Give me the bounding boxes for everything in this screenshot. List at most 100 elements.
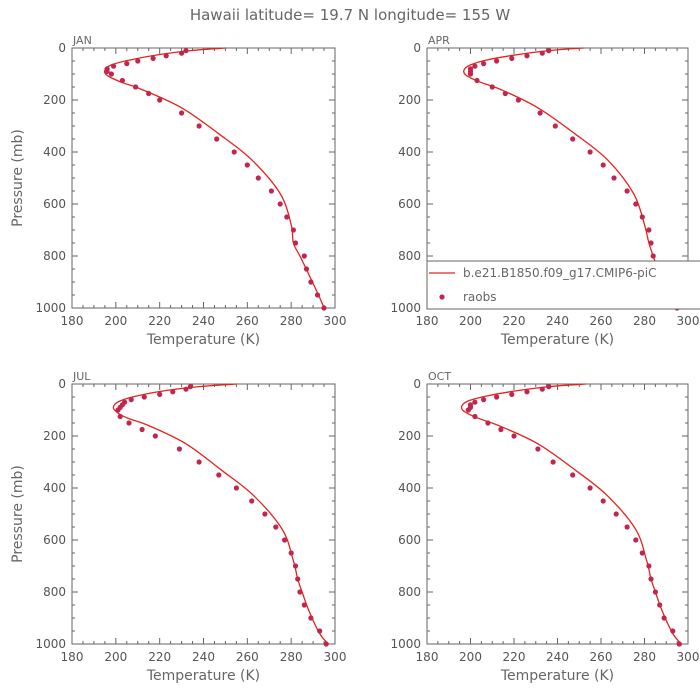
obs-point xyxy=(255,175,261,181)
obs-point xyxy=(179,50,185,56)
obs-point xyxy=(128,397,134,403)
obs-point xyxy=(308,279,314,285)
y-tick-label: 200 xyxy=(43,429,66,443)
x-tick-label: 180 xyxy=(61,650,84,664)
x-tick-label: 200 xyxy=(104,314,127,328)
figure-title: Hawaii latitude= 19.7 N longitude= 155 W xyxy=(190,6,510,24)
x-tick-label: 300 xyxy=(324,314,347,328)
obs-point xyxy=(587,149,593,155)
x-tick-label: 280 xyxy=(280,650,303,664)
obs-point xyxy=(511,433,517,439)
obs-point xyxy=(108,71,114,77)
obs-point xyxy=(648,576,654,582)
obs-point xyxy=(481,397,487,403)
x-tick-label: 280 xyxy=(280,314,303,328)
obs-point xyxy=(467,71,474,77)
y-tick-label: 200 xyxy=(398,93,421,107)
x-axis-label: Temperature (K) xyxy=(500,332,614,348)
obs-point xyxy=(133,84,139,90)
x-tick-label: 180 xyxy=(416,650,439,664)
obs-point xyxy=(314,292,321,298)
obs-point xyxy=(657,602,663,608)
y-tick-label: 1000 xyxy=(390,637,421,651)
y-tick-label: 800 xyxy=(43,585,66,599)
y-tick-label: 600 xyxy=(43,197,66,211)
obs-point xyxy=(652,589,659,595)
obs-point xyxy=(650,253,656,259)
obs-point xyxy=(648,240,654,246)
x-axis-label: Temperature (K) xyxy=(146,668,260,684)
obs-point xyxy=(141,394,147,400)
obs-point xyxy=(126,420,132,426)
plot-frame xyxy=(71,47,336,309)
y-tick-label: 0 xyxy=(413,41,421,55)
panel-apr: APR 180 200 220 240 260 280 300 0 200 400 600 800 100… xyxy=(390,34,700,348)
obs-point xyxy=(537,110,543,116)
obs-point xyxy=(115,407,121,413)
obs-point xyxy=(646,227,652,233)
obs-point xyxy=(282,537,288,543)
obs-point xyxy=(639,550,645,556)
obs-point xyxy=(646,563,652,569)
x-tick-label: 180 xyxy=(416,314,439,328)
obs-point xyxy=(570,472,576,478)
x-tick-label: 220 xyxy=(148,314,171,328)
obs-point xyxy=(485,420,491,426)
x-tick-label: 180 xyxy=(61,314,84,328)
obs-point xyxy=(179,110,185,116)
y-tick-label: 200 xyxy=(43,93,66,107)
y-tick-label: 600 xyxy=(398,533,421,547)
obs-point xyxy=(150,55,156,62)
obs-point xyxy=(472,63,478,69)
panel-label: APR xyxy=(428,34,450,47)
obs-point xyxy=(539,50,545,56)
panels-group: JAN 180 200 220 240 260 280 300 0 200 400 600 800 100… xyxy=(10,34,700,684)
obs-point xyxy=(546,48,552,54)
obs-point xyxy=(284,214,290,220)
obs-point xyxy=(104,68,110,74)
obs-point xyxy=(494,394,500,400)
panel-label: JAN xyxy=(72,34,92,47)
y-tick-label: 800 xyxy=(43,249,66,263)
obs-point xyxy=(600,498,606,504)
obs-point xyxy=(233,485,239,491)
obs-point xyxy=(292,240,299,246)
obs-point xyxy=(146,90,152,97)
obs-point xyxy=(262,511,268,517)
obs-point xyxy=(624,524,630,530)
y-axis-label: Pressure (mb) xyxy=(10,465,26,563)
model-profile-line xyxy=(103,47,325,309)
y-axis-label: Pressure (mb) xyxy=(10,129,26,227)
obs-point xyxy=(303,266,310,272)
x-tick-label: 200 xyxy=(104,650,127,664)
x-tick-label: 240 xyxy=(192,314,215,328)
model-profile-line xyxy=(460,383,682,645)
x-tick-label: 280 xyxy=(633,314,656,328)
obs-point xyxy=(535,446,541,452)
legend-box xyxy=(426,260,700,310)
y-tick-label: 0 xyxy=(413,377,421,391)
panel-oct: OCT 180 200 220 240 260 280 300 0 200 400 600 800 100… xyxy=(390,370,699,684)
model-profile-line xyxy=(112,383,329,645)
obs-point xyxy=(481,61,487,67)
y-tick-label: 200 xyxy=(398,429,421,443)
obs-point xyxy=(268,188,274,194)
y-tick-label: 1000 xyxy=(35,301,66,315)
y-tick-label: 1000 xyxy=(390,301,421,315)
y-tick-label: 0 xyxy=(58,41,66,55)
panel-label: JUL xyxy=(72,370,91,383)
obs-point xyxy=(570,136,576,142)
panel-label: OCT xyxy=(428,370,451,383)
obs-point xyxy=(472,399,478,405)
x-tick-label: 260 xyxy=(236,314,259,328)
obs-point xyxy=(509,391,515,397)
obs-point xyxy=(288,550,294,556)
obs-point xyxy=(196,459,202,465)
obs-point xyxy=(509,55,515,62)
y-tick-label: 400 xyxy=(398,145,421,159)
y-tick-label: 800 xyxy=(398,249,421,263)
obs-point xyxy=(135,58,141,64)
obs-point xyxy=(539,386,545,392)
